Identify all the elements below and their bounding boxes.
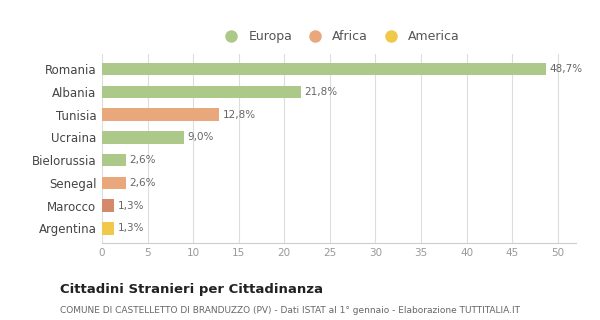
Text: COMUNE DI CASTELLETTO DI BRANDUZZO (PV) - Dati ISTAT al 1° gennaio - Elaborazion: COMUNE DI CASTELLETTO DI BRANDUZZO (PV) … — [60, 306, 520, 315]
Text: 12,8%: 12,8% — [223, 110, 256, 120]
Bar — [102, 86, 301, 98]
Text: 21,8%: 21,8% — [304, 87, 337, 97]
Text: 9,0%: 9,0% — [188, 132, 214, 142]
Bar — [102, 108, 218, 121]
Text: 1,3%: 1,3% — [118, 223, 144, 233]
Text: 48,7%: 48,7% — [550, 64, 583, 74]
Bar — [102, 177, 126, 189]
Legend: Europa, Africa, America: Europa, Africa, America — [215, 27, 464, 47]
Bar — [102, 131, 184, 144]
Bar — [102, 199, 114, 212]
Text: 2,6%: 2,6% — [130, 178, 156, 188]
Bar — [102, 222, 114, 235]
Text: Cittadini Stranieri per Cittadinanza: Cittadini Stranieri per Cittadinanza — [60, 283, 323, 296]
Bar — [102, 63, 546, 76]
Text: 2,6%: 2,6% — [130, 155, 156, 165]
Bar — [102, 154, 126, 166]
Text: 1,3%: 1,3% — [118, 201, 144, 211]
